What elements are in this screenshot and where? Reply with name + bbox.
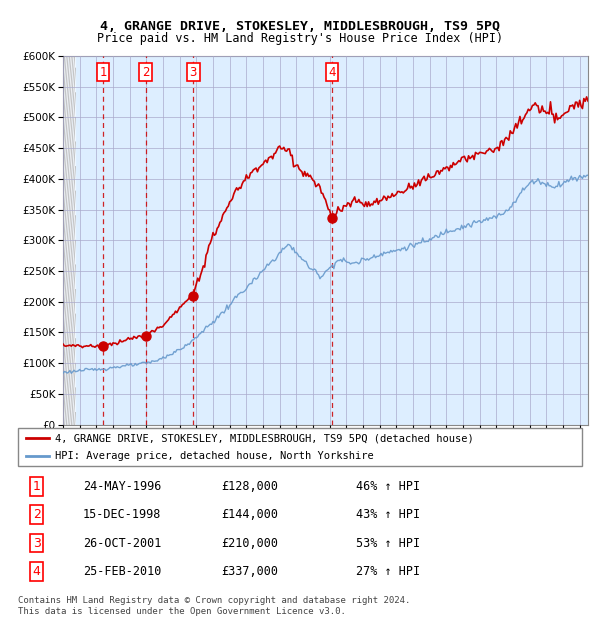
Text: 3: 3 xyxy=(32,537,41,550)
Bar xyxy=(68,56,70,425)
Text: 1: 1 xyxy=(32,480,41,493)
Text: 1: 1 xyxy=(99,66,107,79)
Text: 53% ↑ HPI: 53% ↑ HPI xyxy=(356,537,421,550)
Bar xyxy=(71,56,73,425)
Bar xyxy=(74,56,76,425)
Text: Price paid vs. HM Land Registry's House Price Index (HPI): Price paid vs. HM Land Registry's House … xyxy=(97,32,503,45)
Text: Contains HM Land Registry data © Crown copyright and database right 2024.
This d: Contains HM Land Registry data © Crown c… xyxy=(18,596,410,616)
Text: 15-DEC-1998: 15-DEC-1998 xyxy=(83,508,161,521)
Bar xyxy=(66,56,67,425)
Text: 25-FEB-2010: 25-FEB-2010 xyxy=(83,565,161,578)
Bar xyxy=(64,56,66,425)
Text: 2: 2 xyxy=(142,66,149,79)
Text: 4, GRANGE DRIVE, STOKESLEY, MIDDLESBROUGH, TS9 5PQ: 4, GRANGE DRIVE, STOKESLEY, MIDDLESBROUG… xyxy=(100,20,500,33)
Text: £128,000: £128,000 xyxy=(221,480,278,493)
Bar xyxy=(63,56,64,425)
Text: 24-MAY-1996: 24-MAY-1996 xyxy=(83,480,161,493)
Text: £210,000: £210,000 xyxy=(221,537,278,550)
Text: 3: 3 xyxy=(190,66,197,79)
Text: 4: 4 xyxy=(32,565,41,578)
Text: 27% ↑ HPI: 27% ↑ HPI xyxy=(356,565,421,578)
Text: £337,000: £337,000 xyxy=(221,565,278,578)
FancyBboxPatch shape xyxy=(18,428,582,466)
Text: 46% ↑ HPI: 46% ↑ HPI xyxy=(356,480,421,493)
Text: 2: 2 xyxy=(32,508,41,521)
Text: 4, GRANGE DRIVE, STOKESLEY, MIDDLESBROUGH, TS9 5PQ (detached house): 4, GRANGE DRIVE, STOKESLEY, MIDDLESBROUG… xyxy=(55,433,473,443)
Bar xyxy=(67,56,68,425)
Text: 43% ↑ HPI: 43% ↑ HPI xyxy=(356,508,421,521)
Text: 4: 4 xyxy=(328,66,336,79)
Bar xyxy=(70,56,71,425)
Text: HPI: Average price, detached house, North Yorkshire: HPI: Average price, detached house, Nort… xyxy=(55,451,373,461)
Bar xyxy=(73,56,74,425)
Text: 26-OCT-2001: 26-OCT-2001 xyxy=(83,537,161,550)
Text: £144,000: £144,000 xyxy=(221,508,278,521)
